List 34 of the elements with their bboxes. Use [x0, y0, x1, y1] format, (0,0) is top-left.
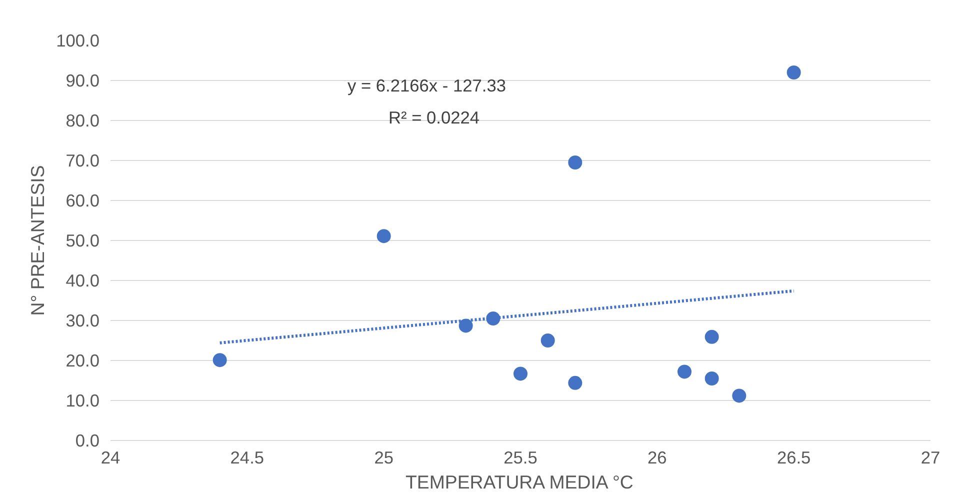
y-tick-label: 60.0: [66, 190, 100, 210]
point: [376, 229, 391, 244]
point: [786, 66, 801, 80]
annotation: y = 6.2166x - 127.33: [348, 76, 506, 96]
x-tick-label: 27: [920, 448, 940, 468]
x-tick-label: 24.5: [230, 448, 264, 468]
point: [704, 330, 719, 344]
y-tick-label: 70.0: [66, 150, 100, 170]
point: [458, 318, 473, 333]
point: [568, 376, 582, 390]
point: [540, 334, 555, 348]
y-tick-label: 30.0: [66, 310, 100, 330]
point: [678, 364, 692, 379]
annotation: R² = 0.0224: [388, 108, 480, 128]
point: [212, 353, 227, 368]
point: [732, 388, 746, 403]
y-tick-label: 20.0: [66, 350, 100, 370]
y-tick-label: 100.0: [56, 30, 100, 50]
y-axis-title: N° PRE-ANTESIS: [27, 165, 48, 316]
y-tick-label: 0.0: [75, 430, 100, 450]
y-tick-label: 40.0: [66, 270, 100, 290]
y-tick-label: 10.0: [66, 390, 100, 410]
y-tick-label: 90.0: [66, 70, 100, 90]
point: [704, 372, 719, 386]
x-axis-title: TEMPERATURA MEDIA °C: [406, 472, 634, 492]
x-tick-label: 24: [100, 448, 120, 468]
x-tick-label: 26.5: [776, 448, 811, 468]
y-tick-label: 80.0: [66, 110, 100, 130]
x-tick-label: 25: [374, 448, 394, 468]
point: [568, 156, 582, 170]
x-tick-label: 26: [648, 448, 667, 468]
y-tick-label: 50.0: [66, 230, 100, 250]
x-tick-label: 25.5: [504, 448, 538, 468]
point: [514, 366, 528, 381]
